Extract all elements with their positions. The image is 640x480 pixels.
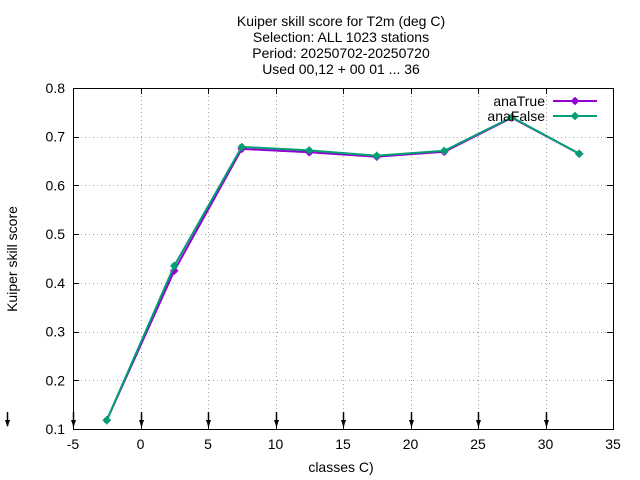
y-tick-label: 0.8: [46, 80, 66, 96]
legend-entry: anaFalse: [487, 108, 597, 124]
y-tick-label: 0.1: [46, 421, 66, 437]
bottom-arrow-marker: [5, 412, 10, 427]
data-series: [102, 113, 584, 425]
legend-label: anaFalse: [487, 108, 545, 124]
title-line-4: Used 00,12 + 00 01 ... 36: [262, 61, 420, 77]
series-line: [105, 116, 580, 421]
y-axis-label: Kuiper skill score: [4, 206, 20, 312]
data-point: [305, 146, 314, 155]
data-point: [237, 142, 246, 151]
title-line-1: Kuiper skill score for T2m (deg C): [237, 13, 445, 29]
data-point: [507, 113, 516, 122]
axis-ticks: -5 0 5 10 15 20 25 30 35 0.1 0.2 0.3 0.4 0.5 0.6 0.7 0.8: [46, 80, 621, 452]
y-tick-label: 0.4: [46, 275, 66, 291]
series-anaFalse: [102, 113, 584, 425]
x-tick-label: 5: [204, 436, 212, 452]
x-tick-label: 10: [268, 436, 284, 452]
legend-marker: [571, 112, 579, 120]
data-point: [440, 146, 449, 155]
title-line-3: Period: 20250702-20250720: [252, 45, 430, 61]
data-point: [575, 149, 584, 158]
y-tick-label: 0.3: [46, 324, 66, 340]
chart-title: Kuiper skill score for T2m (deg C) Selec…: [237, 13, 445, 77]
grid: [73, 88, 613, 429]
x-tick-label: 20: [403, 436, 419, 452]
y-tick-label: 0.7: [46, 129, 66, 145]
y-tick-label: 0.2: [46, 372, 66, 388]
x-tick-label: -5: [67, 436, 80, 452]
y-tick-label: 0.6: [46, 177, 66, 193]
x-tick-label: 25: [470, 436, 486, 452]
data-point: [102, 416, 111, 425]
y-tick-label: 0.5: [46, 226, 66, 242]
x-tick-label: 35: [605, 436, 621, 452]
x-tick-label: 0: [137, 436, 145, 452]
legend-marker: [571, 97, 579, 105]
data-point: [372, 151, 381, 160]
legend-label: anaTrue: [493, 93, 545, 109]
plot-frame: [73, 88, 614, 430]
x-tick-label: 30: [538, 436, 554, 452]
title-line-2: Selection: ALL 1023 stations: [253, 29, 429, 45]
x-tick-label: 15: [335, 436, 351, 452]
data-point: [170, 261, 179, 270]
legend-entry: anaTrue: [493, 93, 597, 109]
x-axis-label: classes C): [308, 459, 373, 475]
